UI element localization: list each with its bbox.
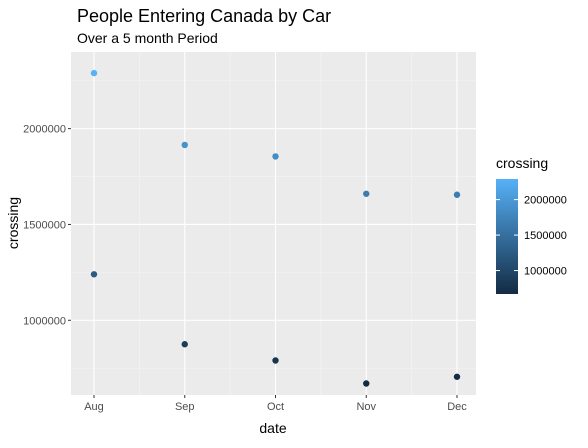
data-point [90, 69, 98, 77]
data-point [272, 357, 279, 364]
y-axis-title: crossing [5, 197, 21, 249]
plot-panel [71, 52, 476, 395]
x-tick-label: Sep [175, 401, 195, 413]
data-point [453, 373, 461, 380]
chart-title: People Entering Canada by Car [77, 6, 331, 26]
minor-gridlines [71, 52, 476, 395]
data-point [363, 380, 370, 387]
y-tick-label: 2000000 [23, 124, 66, 136]
major-gridlines [71, 52, 476, 395]
legend-tick-label: 1000000 [524, 266, 567, 278]
data-point [453, 191, 461, 198]
x-tick-label: Dec [447, 401, 467, 413]
x-tick-label: Aug [84, 401, 104, 413]
y-axis: 1000000 1500000 2000000 [23, 124, 71, 327]
y-tick-label: 1500000 [23, 219, 66, 231]
data-point [181, 341, 188, 348]
data-point [181, 141, 188, 149]
legend-tick-label: 1500000 [524, 230, 567, 242]
x-tick-label: Nov [356, 401, 376, 413]
data-point [363, 190, 370, 197]
y-tick-label: 1000000 [23, 315, 66, 327]
legend-colorbar [496, 179, 518, 294]
chart-subtitle: Over a 5 month Period [77, 30, 218, 46]
data-point [272, 153, 279, 160]
x-tick-label: Oct [267, 401, 284, 413]
legend-title: crossing [496, 155, 548, 171]
legend: crossing 1000000 1500000 2000000 [496, 155, 567, 294]
x-axis: Aug Sep Oct Nov Dec [84, 395, 467, 413]
data-point [90, 271, 98, 278]
legend-tick-label: 2000000 [524, 195, 567, 207]
legend-ticks: 1000000 1500000 2000000 [496, 195, 567, 278]
x-axis-title: date [259, 420, 286, 436]
data-points [90, 69, 461, 387]
